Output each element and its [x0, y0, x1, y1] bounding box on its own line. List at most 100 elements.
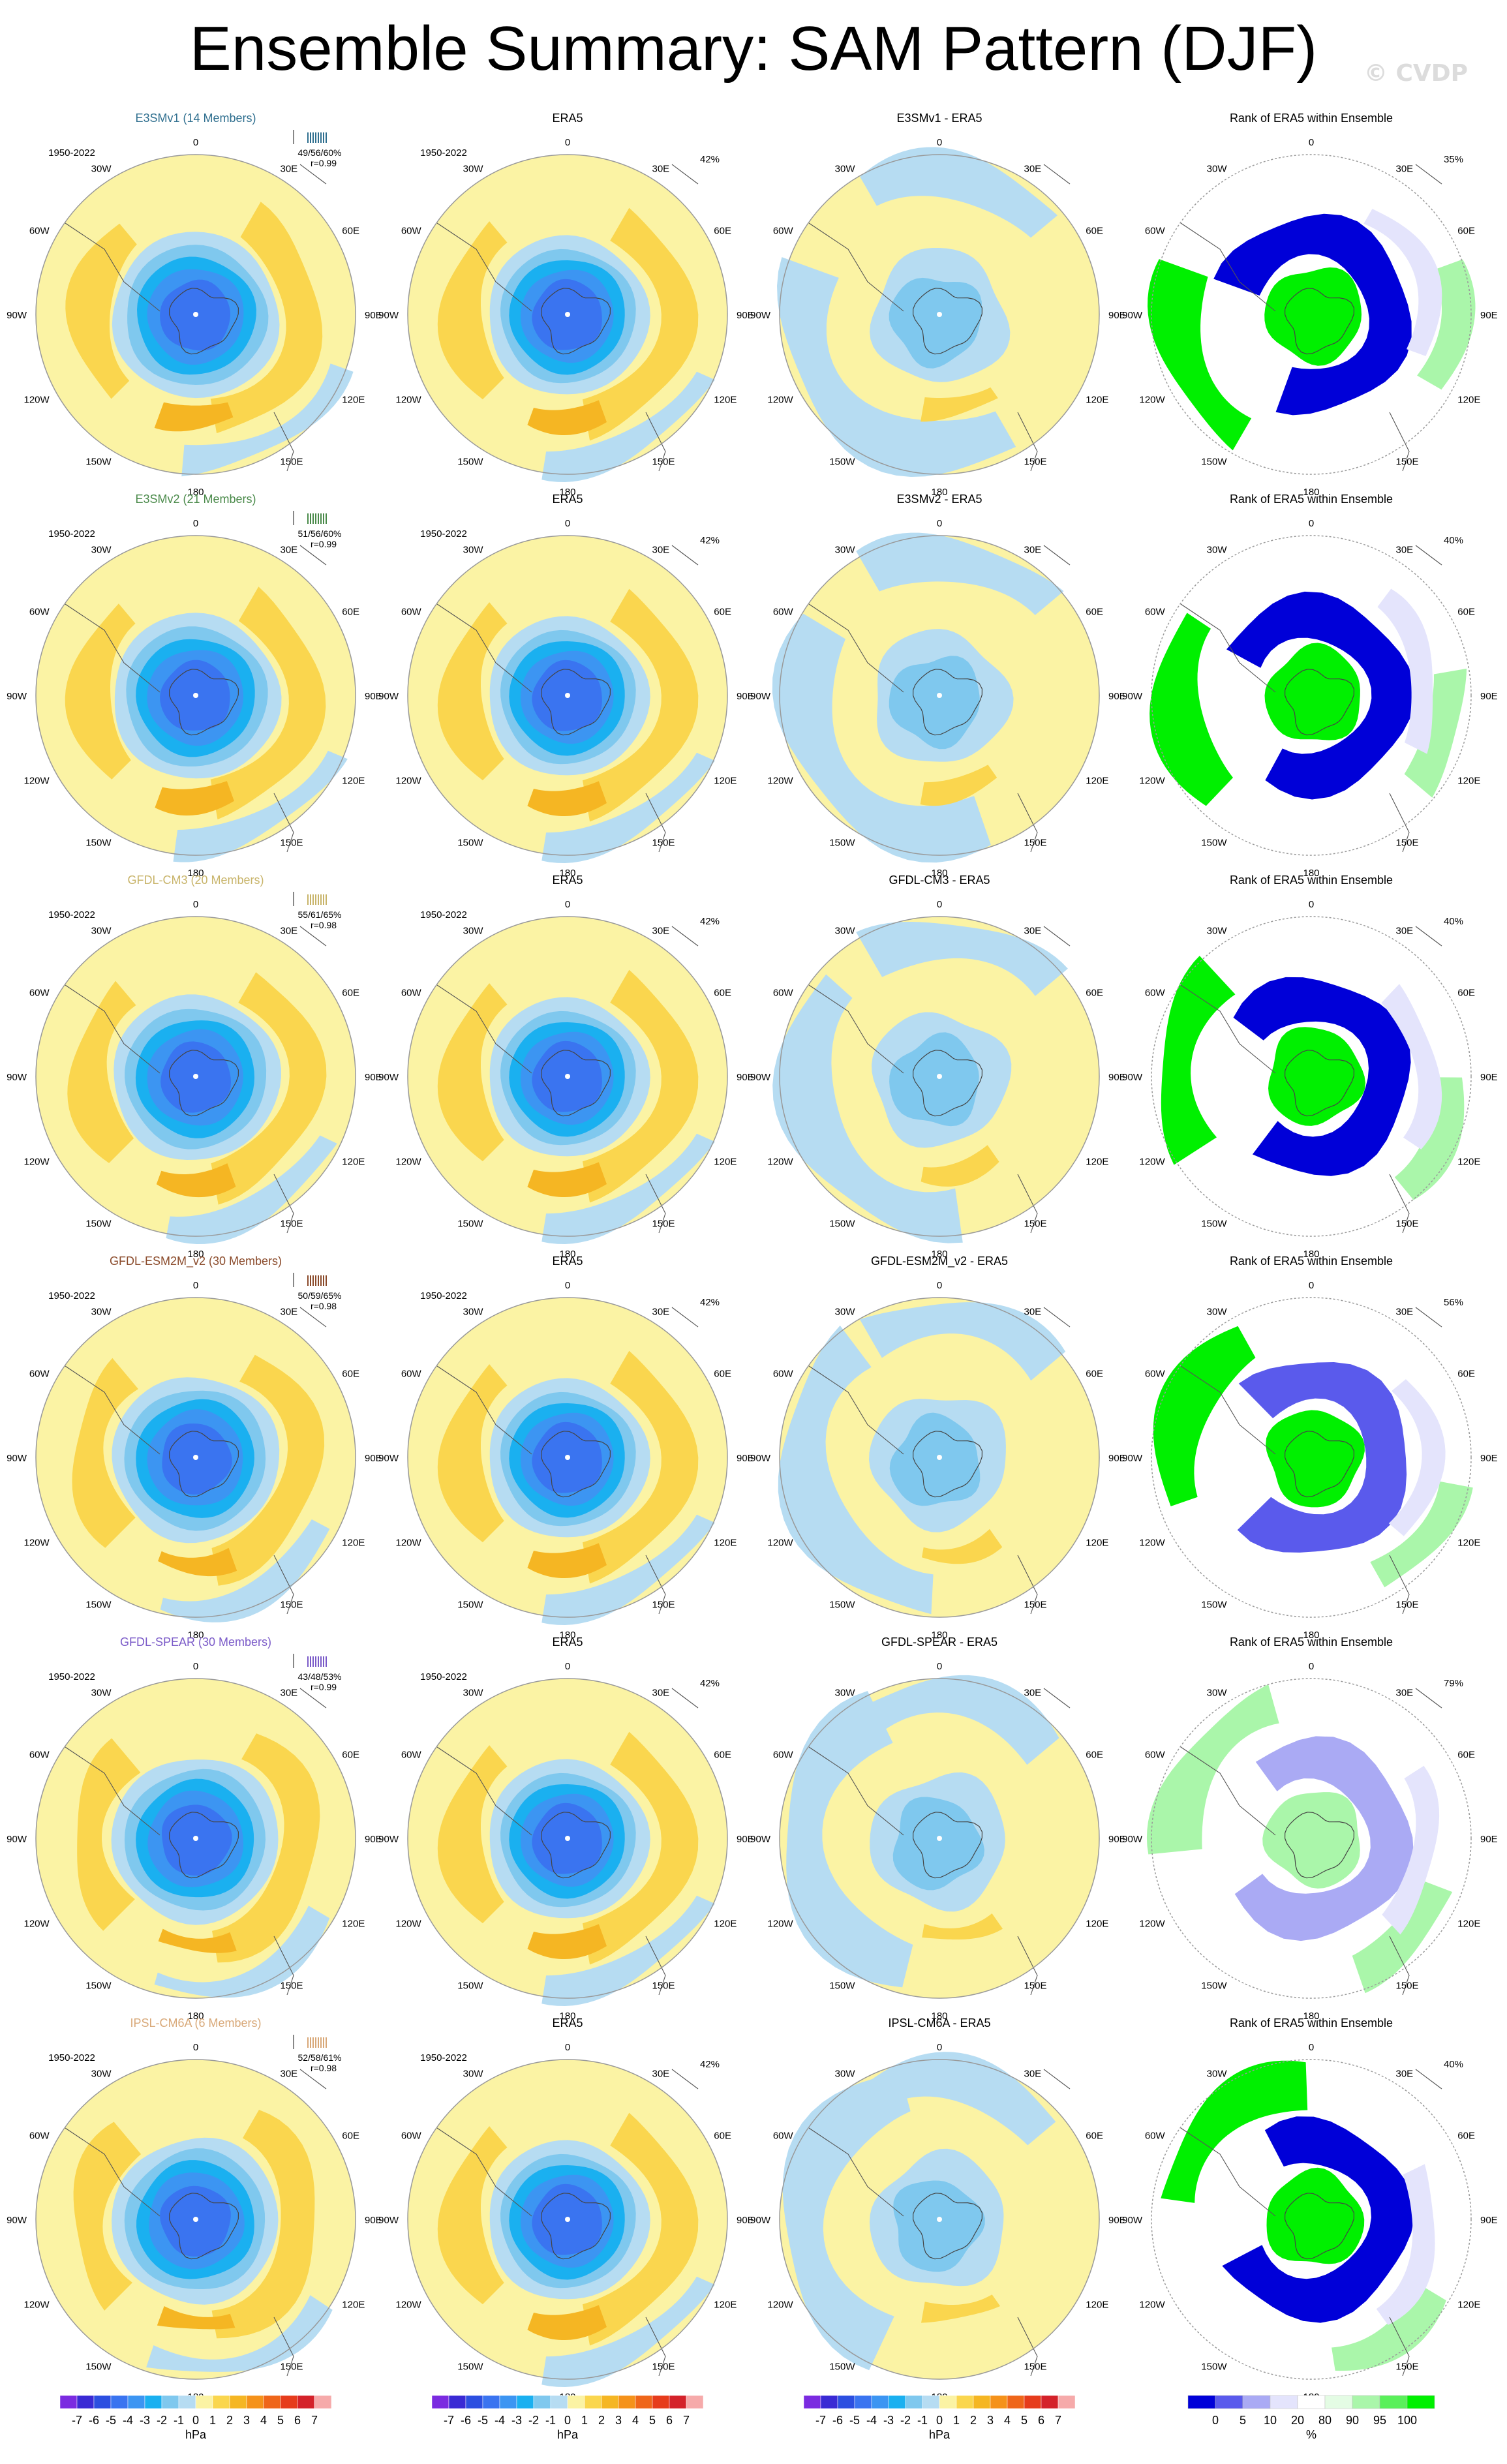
new-zealand-coast — [273, 1936, 294, 1996]
new-zealand-coast — [273, 793, 294, 853]
era5-panel: ERA51950-202242%030E60E90E120E150E180150… — [378, 2016, 754, 2403]
lon-label-60W: 60W — [1145, 607, 1166, 618]
lon-label-60W: 60W — [29, 607, 50, 618]
colorbar-swatch — [127, 2395, 145, 2409]
rank-percent: 40% — [1444, 535, 1463, 546]
cvdp-watermark: © CVDP — [1363, 60, 1468, 87]
edge-negative-region — [160, 1519, 330, 1622]
lon-label-120W: 120W — [1140, 395, 1166, 406]
lon-label-30W: 30W — [835, 2069, 856, 2080]
lon-label-120E: 120E — [342, 1919, 365, 1930]
period-label: 1950-2022 — [48, 1671, 95, 1682]
map-border — [35, 535, 356, 856]
era5-heading: ERA5 — [552, 493, 583, 506]
colorbar-tick-label: 5 — [1240, 2414, 1246, 2427]
colorbar-tick-label: 6 — [1038, 2414, 1044, 2427]
lon-label-90W: 90W — [1122, 310, 1143, 321]
south-america-coast — [1180, 603, 1276, 693]
lon-label-60E: 60E — [342, 2131, 359, 2142]
africa-coast — [1043, 164, 1071, 185]
lon-label-180: 180 — [1303, 1630, 1319, 1641]
lon-label-150E: 150E — [652, 1218, 675, 1229]
lon-label-150W: 150W — [457, 837, 483, 848]
lon-label-150E: 150E — [1396, 837, 1419, 848]
lon-label-30E: 30E — [1396, 545, 1414, 556]
lon-label-120W: 120W — [1140, 1157, 1166, 1168]
lon-label-30W: 30W — [91, 1688, 112, 1699]
lon-label-0: 0 — [1309, 1280, 1314, 1291]
lon-label-60W: 60W — [773, 2131, 794, 2142]
difference-panel: GFDL-CM3 - ERA5 0 30E 60E 90E 120E 150E 180 150W… — [750, 874, 1126, 1260]
lon-label-90E: 90E — [1480, 2215, 1498, 2226]
colorbar-tick-label: 1 — [209, 2414, 216, 2427]
difference-panel: GFDL-SPEAR - ERA5 0 30E 60E 90E 120E 150E 180 15… — [750, 1635, 1126, 2022]
lon-label-30E: 30E — [281, 2069, 298, 2080]
panel-row-E3SMv2: E3SMv2 (21 Members) 1950-2022 51/56/60%r=0… — [7, 493, 1498, 879]
south-pole-marker — [937, 1074, 942, 1079]
lon-label-120E: 120E — [1457, 1538, 1480, 1549]
orange-crescent — [65, 603, 136, 780]
antarctica-coast — [540, 1050, 611, 1117]
colorbar-swatch — [448, 2395, 466, 2409]
orange-crescent — [437, 1745, 508, 1924]
lon-label-90E: 90E — [737, 310, 754, 321]
negative-diff-core — [892, 1797, 984, 1891]
map-border — [35, 1678, 356, 1999]
low-rank-band — [1237, 1362, 1407, 1553]
lon-label-90W: 90W — [1122, 691, 1143, 702]
lon-label-90W: 90W — [750, 691, 771, 702]
lon-label-90W: 90W — [750, 1453, 771, 1464]
hpa-colorbar: -7 -6 -5 -4 -3 -2 -1 0 1 2 3 4 5 6 7 hPa — [803, 2395, 1076, 2441]
colorbar-swatch — [803, 2395, 821, 2409]
lon-label-120E: 120E — [1086, 1538, 1108, 1549]
period-label: 1950-2022 — [420, 2052, 467, 2063]
lon-label-120E: 120E — [1086, 1157, 1108, 1168]
colorbar-swatch — [905, 2395, 923, 2409]
model-pattern-panel: GFDL-ESM2M_v2 (30 Members) 1950-2022 50/59… — [7, 1255, 382, 1641]
lon-label-30W: 30W — [1207, 545, 1228, 556]
edge-negative-region — [541, 752, 715, 863]
antarctica-coast — [1284, 288, 1355, 355]
lon-label-90E: 90E — [1108, 691, 1126, 702]
colorbar-swatch — [567, 2395, 585, 2409]
africa-coast — [671, 2069, 699, 2090]
lon-label-150E: 150E — [1024, 1980, 1047, 1991]
south-pole-marker — [565, 2217, 570, 2222]
new-zealand-coast — [1017, 793, 1038, 853]
lon-label-30E: 30E — [1024, 1688, 1042, 1699]
antarctica-coast — [540, 669, 611, 736]
colorbar-tick-label: -3 — [511, 2414, 522, 2427]
south-america-coast — [65, 1746, 160, 1836]
era5-panel: ERA51950-202242%030E60E90E120E150E180150… — [378, 1255, 754, 1641]
africa-coast — [1415, 545, 1442, 566]
lon-label-90W: 90W — [7, 1453, 27, 1464]
colorbar-swatch — [1215, 2395, 1243, 2409]
lon-label-150W: 150W — [85, 1980, 112, 1991]
lon-label-180: 180 — [187, 2011, 204, 2022]
lon-label-0: 0 — [193, 1661, 198, 1672]
lon-label-30W: 30W — [91, 164, 112, 175]
lon-label-120W: 120W — [24, 395, 50, 406]
south-america-coast — [436, 1746, 532, 1836]
lon-label-120E: 120E — [714, 776, 737, 787]
lon-label-120E: 120E — [714, 395, 737, 406]
lon-label-90W: 90W — [750, 310, 771, 321]
new-zealand-coast — [1017, 1555, 1038, 1615]
africa-coast — [299, 926, 327, 947]
colorbar-tick-label: 7 — [683, 2414, 690, 2427]
lon-label-30W: 30W — [835, 926, 856, 937]
map-border — [35, 1297, 356, 1618]
rank-colorbar: 0 5 10 20 80 90 95 100% — [1187, 2395, 1435, 2441]
south-pole-marker — [193, 1836, 198, 1841]
lon-label-150W: 150W — [829, 1980, 855, 1991]
lon-label-90E: 90E — [1108, 1453, 1126, 1464]
orange-crescent — [72, 1358, 138, 1548]
mid-rank-band — [1382, 1765, 1440, 1935]
lon-label-150W: 150W — [1201, 1218, 1227, 1229]
lon-label-30E: 30E — [1396, 164, 1414, 175]
antarctica-coast — [540, 2193, 611, 2260]
high-rank-band — [1332, 2282, 1446, 2371]
pattern-correlation: r=0.98 — [311, 920, 337, 930]
colorbar-swatch — [922, 2395, 940, 2409]
lon-label-120E: 120E — [1457, 395, 1480, 406]
